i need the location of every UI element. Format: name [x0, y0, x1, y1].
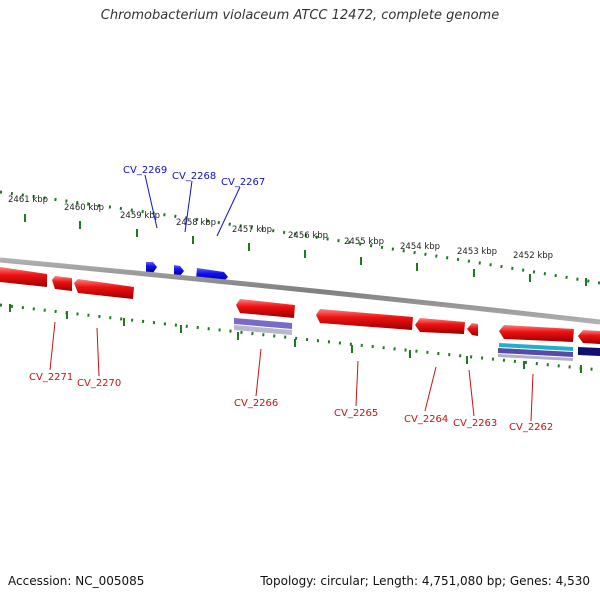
genome-backbone — [0, 257, 600, 325]
gene-cv-2270a[interactable] — [52, 276, 72, 291]
genome-summary-text: Topology: circular; Length: 4,751,080 bp… — [260, 574, 590, 588]
gene-cv-2266[interactable] — [236, 299, 295, 318]
gene-cv-2264[interactable] — [415, 318, 465, 334]
gene-label-cv-2267[interactable]: CV_2267 — [221, 177, 265, 188]
inner-tick-scale — [0, 303, 600, 373]
gene-label-cv-2269[interactable]: CV_2269 — [123, 165, 167, 176]
gene-label-cv-2263[interactable]: CV_2263 — [453, 418, 497, 429]
accession-text: Accession: NC_005085 — [8, 574, 145, 588]
kbp-label-2456: 2456 kbp — [288, 231, 328, 241]
gene-label-cv-2270[interactable]: CV_2270 — [77, 378, 121, 389]
gene-cv-2261-partial[interactable] — [578, 330, 600, 344]
gene-cv-2269[interactable] — [146, 262, 157, 273]
kbp-label-2455: 2455 kbp — [344, 237, 384, 247]
gene-label-cv-2271[interactable]: CV_2271 — [29, 372, 73, 383]
kbp-label-2461: 2461 kbp — [8, 195, 48, 205]
kbp-label-2454: 2454 kbp — [400, 242, 440, 252]
kbp-label-2453: 2453 kbp — [457, 247, 497, 257]
feature-tracks — [234, 318, 600, 361]
kbp-label-2458: 2458 kbp — [176, 218, 216, 228]
forward-leader-lines — [144, 174, 241, 237]
kbp-labels: 2461 kbp 2460 kbp 2459 kbp 2458 kbp 2457… — [8, 195, 553, 261]
gene-label-cv-2268[interactable]: CV_2268 — [172, 171, 216, 182]
gene-cv-2271[interactable] — [0, 267, 47, 287]
cds-track-cv-2266-shadow — [234, 325, 292, 335]
cds-track-cv-2262-shadow — [498, 354, 573, 361]
forward-gene-labels: CV_2269 CV_2268 CV_2267 — [123, 165, 265, 188]
kbp-label-2459: 2459 kbp — [120, 211, 160, 221]
kbp-label-2452: 2452 kbp — [513, 251, 553, 261]
gene-label-cv-2266[interactable]: CV_2266 — [234, 398, 278, 409]
cds-track-cv-2262 — [498, 348, 573, 357]
reverse-leader-lines — [49, 321, 534, 422]
gene-cv-2265[interactable] — [316, 309, 413, 330]
outer-tick-scale — [0, 190, 600, 286]
gene-cv-2270[interactable] — [74, 279, 134, 299]
outer-major-ticks — [24, 214, 587, 286]
gene-label-cv-2264[interactable]: CV_2264 — [404, 414, 448, 425]
gene-label-cv-2262[interactable]: CV_2262 — [509, 422, 553, 433]
gene-cv-2262[interactable] — [499, 325, 574, 342]
forward-genes — [146, 262, 228, 282]
map-title: Chromobacterium violaceum ATCC 12472, co… — [100, 8, 500, 23]
cds-track-cv-2266 — [234, 318, 292, 329]
gene-cv-2263[interactable] — [467, 323, 478, 336]
reverse-genes — [0, 267, 600, 344]
reverse-gene-labels: CV_2271 CV_2270 CV_2266 CV_2265 CV_2264 … — [29, 372, 553, 433]
inner-major-ticks — [9, 304, 582, 373]
cds-track-partial — [578, 347, 600, 356]
kbp-label-2460: 2460 kbp — [64, 203, 104, 213]
gene-cv-2268[interactable] — [174, 265, 184, 276]
gene-label-cv-2265[interactable]: CV_2265 — [334, 408, 378, 419]
rna-track-cv-2262 — [499, 343, 573, 351]
kbp-label-2457: 2457 kbp — [232, 225, 272, 235]
